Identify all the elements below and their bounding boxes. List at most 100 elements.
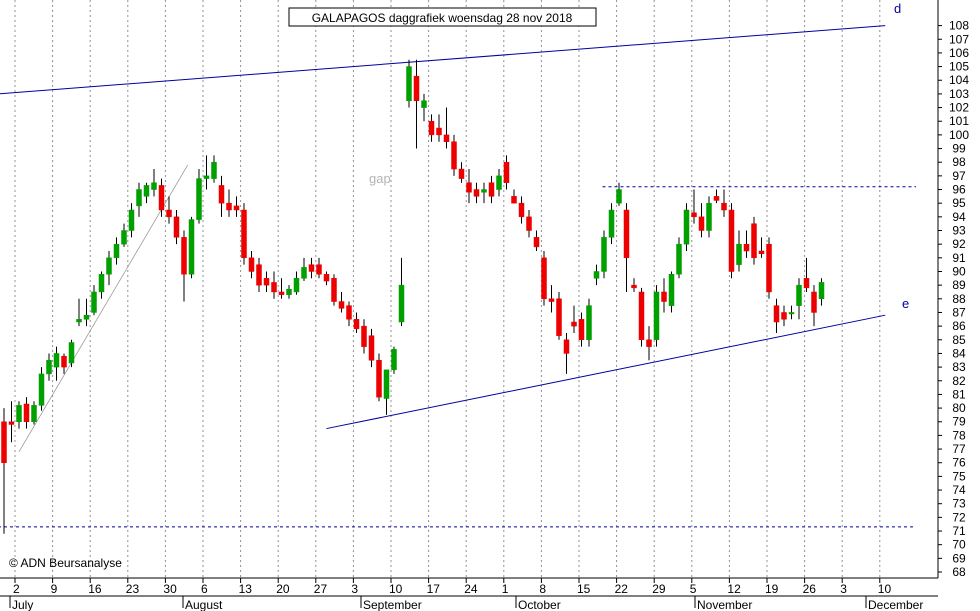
y-tick-label: 82: [952, 374, 966, 388]
month-label: September: [363, 598, 422, 611]
grid-lines: [14, 0, 881, 578]
candle-down: [413, 75, 420, 101]
candle-down: [436, 127, 442, 136]
candle-down: [773, 305, 780, 323]
y-tick-label: 70: [952, 538, 966, 552]
y-tick-label: 73: [952, 497, 966, 511]
candle-down: [8, 421, 15, 425]
candle-up: [46, 360, 52, 375]
candle-down: [743, 243, 750, 252]
candle-down: [166, 209, 172, 218]
candle-down: [376, 360, 382, 398]
candle-up: [143, 185, 150, 197]
y-tick-label: 108: [949, 19, 969, 33]
y-tick-label: 71: [952, 524, 966, 538]
candle-up: [391, 349, 397, 371]
candle-up: [68, 342, 75, 364]
y-tick-label: 69: [952, 551, 966, 565]
candle-up: [586, 305, 592, 341]
candle-up: [601, 237, 607, 272]
month-label: December: [868, 598, 923, 611]
chart-title-box: [288, 7, 597, 27]
candle-up: [53, 353, 60, 368]
month-label: November: [697, 598, 752, 611]
candle-up: [188, 219, 195, 275]
y-tick-label: 79: [952, 415, 966, 429]
candle-up: [76, 319, 82, 323]
x-day-label: 8: [539, 582, 546, 596]
candle-up: [676, 243, 682, 275]
y-tick-label: 83: [952, 360, 966, 374]
y-tick-label: 106: [949, 46, 969, 60]
candle-up: [796, 284, 802, 306]
x-day-label: 10: [389, 582, 403, 596]
x-day-label: 9: [51, 582, 58, 596]
x-day-label: 24: [464, 582, 478, 596]
candle-down: [323, 273, 330, 282]
x-day-label: 2: [13, 582, 20, 596]
y-tick-label: 78: [952, 428, 966, 442]
candle-down: [218, 185, 225, 204]
candle-down: [646, 339, 652, 347]
y-tick-label: 97: [952, 169, 966, 183]
candle-down: [331, 278, 337, 302]
candle-up: [421, 100, 427, 108]
candle-up: [31, 405, 37, 422]
candle-down: [811, 291, 817, 313]
y-tick-label: 102: [949, 101, 969, 115]
trendline-support-thin: [18, 164, 189, 452]
candle-down: [518, 202, 525, 218]
candle-up: [668, 273, 675, 306]
candle-up: [113, 243, 120, 259]
candle-down: [563, 339, 570, 354]
trendline-e: [326, 314, 886, 430]
candle-up: [593, 271, 600, 279]
candle-down: [511, 196, 517, 204]
candle-down: [181, 237, 187, 275]
candle-up: [496, 175, 502, 190]
candle-down: [451, 141, 457, 170]
x-day-label: 5: [690, 582, 697, 596]
x-day-label: 3: [351, 582, 358, 596]
candle-down: [346, 305, 352, 320]
candle-up: [608, 209, 615, 238]
candle-down: [458, 168, 465, 179]
candle-down: [271, 282, 277, 293]
month-label: October: [518, 598, 561, 611]
candle-up: [286, 288, 292, 295]
chart-title: GALAPAGOS daggrafiek woensdag 28 nov 201…: [312, 11, 573, 25]
x-day-label: 30: [163, 582, 177, 596]
candle-up: [481, 189, 487, 193]
candle-down: [368, 335, 375, 361]
candle-up: [196, 178, 202, 220]
y-tick-label: 81: [952, 387, 966, 401]
candle-down: [173, 216, 180, 238]
candle-down: [248, 257, 255, 272]
y-tick-label: 93: [952, 224, 966, 238]
candle-up: [293, 278, 300, 293]
candle-up: [818, 282, 825, 300]
candle-up: [203, 175, 210, 179]
candle-down: [623, 209, 630, 259]
y-axis-tick-labels: 6869707172737475767778798081828384858687…: [938, 19, 969, 579]
y-tick-label: 75: [952, 469, 966, 483]
y-tick-label: 103: [949, 87, 969, 101]
x-day-label: 29: [652, 582, 666, 596]
candle-up: [398, 284, 405, 323]
candle-up: [98, 273, 105, 293]
x-day-label: 12: [727, 582, 741, 596]
candle-down: [488, 182, 495, 197]
candle-down: [556, 298, 562, 336]
candle-down: [691, 212, 697, 218]
y-tick-label: 74: [952, 483, 966, 497]
y-tick-label: 107: [949, 32, 969, 46]
copyright-label: © ADN Beursanalyse: [9, 556, 122, 570]
candlesticks: [1, 59, 825, 534]
candle-up: [706, 202, 712, 231]
candle-up: [83, 314, 90, 320]
y-tick-label: 72: [952, 510, 966, 524]
x-axis-month-labels: July August September October November Decemb…: [9, 596, 923, 611]
candle-down: [158, 185, 165, 211]
candle-down: [61, 355, 67, 368]
